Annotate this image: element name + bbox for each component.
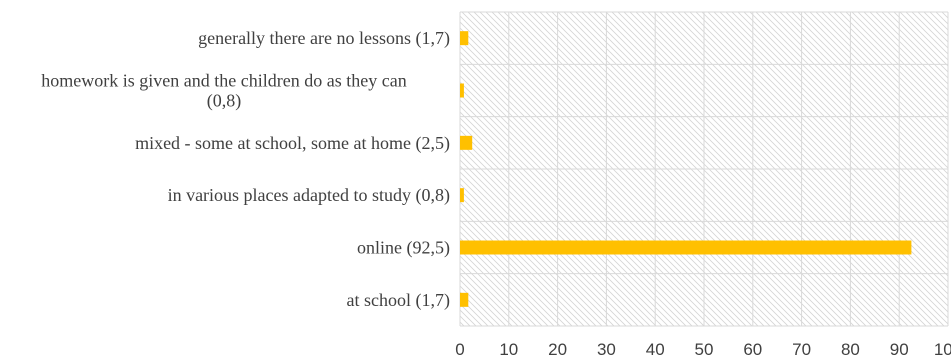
bar-4 (460, 240, 912, 255)
bar-1 (460, 83, 464, 98)
category-label-0: generally there are no lessons (1,7) (198, 28, 450, 49)
category-label-4: online (92,5) (357, 238, 450, 259)
x-tick-label-20: 20 (548, 340, 567, 359)
x-tick-label-70: 70 (792, 340, 811, 359)
category-label-3: in various places adapted to study (0,8) (168, 185, 450, 206)
x-axis-tick-labels: 0 10 20 30 40 50 60 70 80 90 100 (455, 340, 951, 359)
category-label-1: homework is given and the children do as… (41, 71, 406, 112)
bar-5 (460, 292, 469, 307)
x-tick-label-60: 60 (743, 340, 762, 359)
x-tick-label-50: 50 (695, 340, 714, 359)
x-tick-label-10: 10 (499, 340, 518, 359)
gridlines (459, 11, 949, 327)
x-tick-label-80: 80 (841, 340, 860, 359)
bar-3 (460, 188, 464, 203)
bar-2 (460, 135, 473, 150)
category-label-2: mixed - some at school, some at home (2,… (135, 133, 450, 154)
x-tick-label-30: 30 (597, 340, 616, 359)
category-label-5: at school (1,7) (347, 290, 450, 311)
category-labels: generally there are no lessons (1,7) home… (41, 28, 450, 311)
x-tick-label-90: 90 (890, 340, 909, 359)
x-tick-label-0: 0 (455, 340, 464, 359)
x-tick-label-40: 40 (646, 340, 665, 359)
x-tick-label-100: 100 (934, 340, 951, 359)
bars (460, 31, 912, 307)
bar-0 (460, 31, 469, 46)
